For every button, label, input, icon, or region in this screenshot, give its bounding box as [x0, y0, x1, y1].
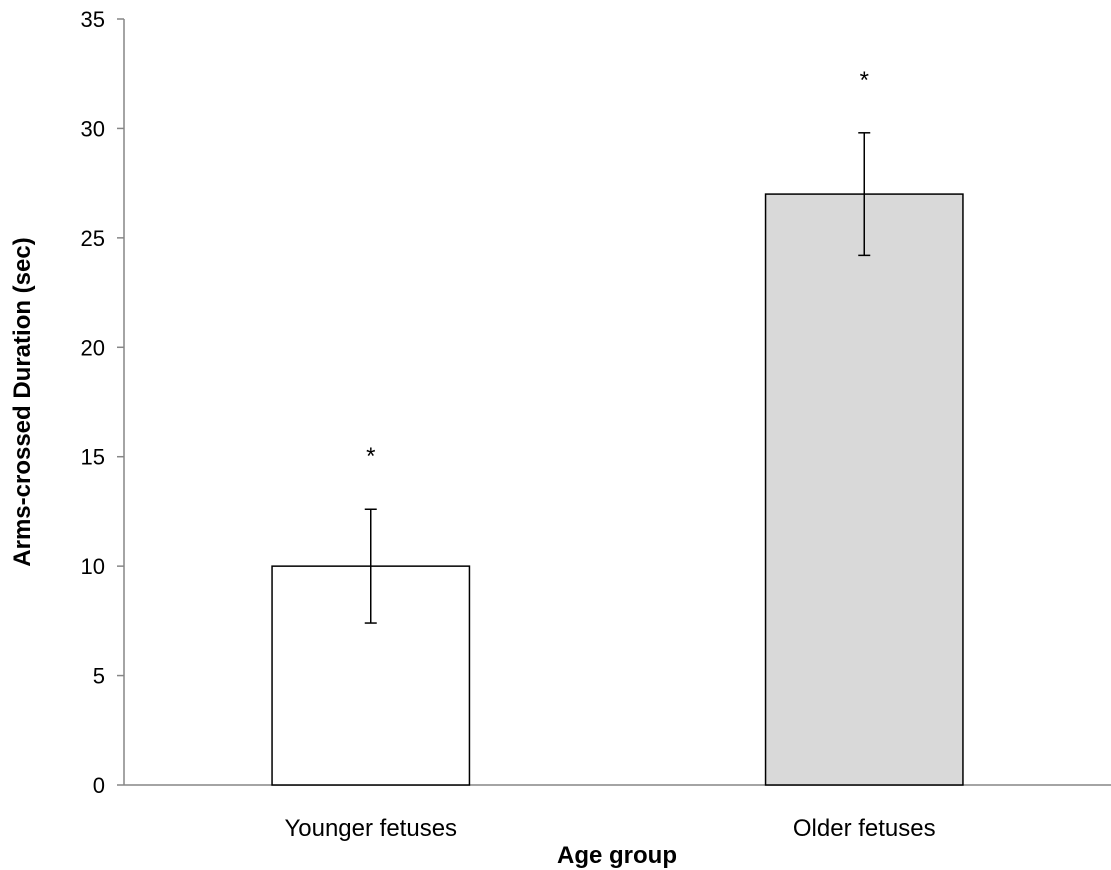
- y-tick-label: 25: [81, 226, 105, 251]
- y-tick-label: 5: [93, 664, 105, 689]
- y-tick-label: 15: [81, 445, 105, 470]
- x-tick-label: Older fetuses: [793, 815, 936, 842]
- error-bars: [364, 132, 871, 624]
- x-axis-title: Age group: [557, 842, 677, 869]
- y-axis: 0 5 10 15 20 25 30 35: [81, 7, 125, 798]
- x-axis: Younger fetuses Older fetuses: [124, 784, 1111, 842]
- y-tick-label: 35: [81, 7, 105, 32]
- y-tick-label: 10: [81, 554, 105, 579]
- bars: [271, 193, 964, 786]
- y-axis-title: Arms-crossed Duration (sec): [9, 237, 36, 566]
- y-tick-label: 0: [93, 773, 105, 798]
- significance-marker: *: [860, 67, 869, 94]
- bar-older-fetuses: [764, 193, 964, 786]
- significance-marker: *: [366, 443, 375, 470]
- y-tick-label: 30: [81, 116, 105, 141]
- y-tick-label: 20: [81, 335, 105, 360]
- x-tick-label: Younger fetuses: [284, 815, 457, 842]
- labels: **: [366, 67, 869, 470]
